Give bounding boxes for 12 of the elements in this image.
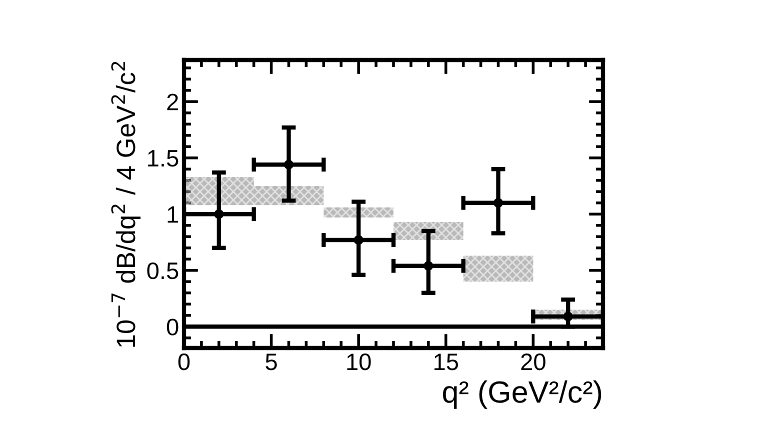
x-axis-title: q² (GeV²/c²) (443, 380, 602, 409)
x-tick-label: 15 (434, 354, 458, 370)
y-tick-label: 2 (167, 94, 178, 110)
y-tick-label: 1.5 (148, 150, 178, 167)
y-tick-label: 0.5 (147, 262, 178, 280)
y-tick-label: 1 (168, 206, 178, 223)
y-tick-label: 0 (166, 318, 178, 336)
x-tick-label: 10 (347, 353, 371, 370)
x-tick-label: 20 (521, 353, 546, 370)
x-tick-label: 0 (178, 353, 190, 370)
y-axis-title: 10$^{−7}$ dB/dq$^{2}$ / 4 GeV$^{2}$/c$^{2}$ (111, 62, 140, 347)
x-tick-label: 5 (266, 354, 277, 370)
